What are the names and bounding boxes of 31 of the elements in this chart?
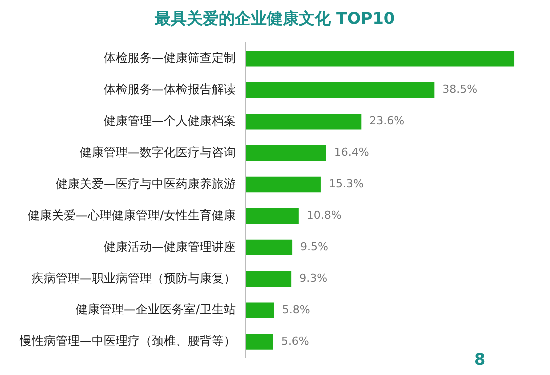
- y-tick-label: 体检服务—体检报告解读: [104, 82, 236, 97]
- bar: [246, 302, 274, 318]
- data-label: 5.6%: [281, 334, 310, 348]
- bar: [246, 271, 292, 288]
- bar: [246, 82, 435, 98]
- bar: [246, 114, 362, 130]
- data-label: 9.5%: [300, 240, 329, 254]
- bar: [246, 145, 326, 162]
- bar: [246, 51, 515, 67]
- data-label: 38.5%: [442, 83, 478, 96]
- y-tick-label: 健康关爱—医疗与中医药康养旅游: [56, 176, 236, 191]
- y-tick-label: 健康活动—健康管理讲座: [104, 240, 236, 254]
- y-tick-label: 健康关爱—心理健康管理/女性生育健康: [28, 208, 236, 222]
- bar: [246, 176, 321, 193]
- y-tick-label: 健康管理—企业医务室/卫生站: [76, 302, 236, 317]
- annotation: 8: [474, 350, 486, 370]
- data-label: 10.8%: [306, 209, 342, 222]
- bar: [246, 208, 299, 224]
- bar: [246, 334, 274, 350]
- chart-title: 最具关爱的企业健康文化 TOP10: [154, 8, 396, 28]
- data-label: 16.4%: [334, 146, 370, 160]
- data-label: 5.8%: [282, 303, 310, 316]
- data-label: 15.3%: [328, 178, 364, 191]
- y-tick-label: 健康管理—个人健康档案: [104, 114, 236, 128]
- y-tick-label: 体检服务—健康筛查定制: [104, 51, 236, 66]
- data-label: 9.3%: [300, 272, 328, 286]
- y-tick-label: 慢性病管理—中医理疗（颈椎、腰背等）: [19, 334, 236, 348]
- bar: [246, 240, 293, 256]
- y-tick-label: 健康管理—数字化医疗与咨询: [80, 145, 236, 160]
- y-tick-label: 疾病管理—职业病管理（预防与康复）: [32, 271, 236, 286]
- data-label: 23.6%: [370, 114, 405, 128]
